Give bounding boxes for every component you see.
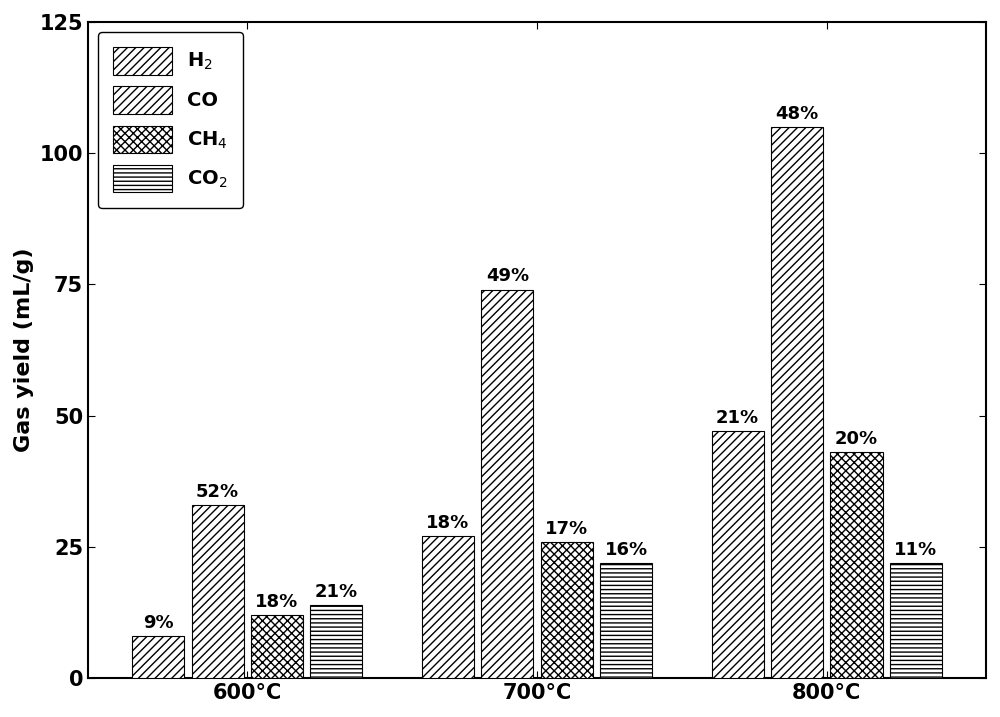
Bar — [422, 536, 474, 678]
Text: 18%: 18% — [255, 593, 299, 611]
Text: 11%: 11% — [894, 541, 937, 559]
Text: 16%: 16% — [605, 541, 648, 559]
Text: 52%: 52% — [196, 483, 239, 500]
Text: 21%: 21% — [315, 582, 358, 601]
Bar — [771, 127, 823, 678]
Bar — [600, 563, 652, 678]
Bar — [192, 505, 244, 678]
Y-axis label: Gas yield (mL/g): Gas yield (mL/g) — [14, 248, 34, 452]
Text: 17%: 17% — [545, 520, 588, 538]
Text: 21%: 21% — [716, 409, 759, 427]
Text: 20%: 20% — [835, 430, 878, 448]
Text: 9%: 9% — [143, 614, 174, 632]
Bar — [541, 542, 593, 678]
Legend: H$_2$, CO, CH$_4$, CO$_2$: H$_2$, CO, CH$_4$, CO$_2$ — [98, 32, 243, 208]
Bar — [132, 636, 184, 678]
Bar — [310, 604, 362, 678]
Text: 18%: 18% — [426, 514, 470, 532]
Bar — [890, 563, 942, 678]
Text: 49%: 49% — [486, 267, 529, 285]
Bar — [712, 432, 764, 678]
Bar — [830, 452, 883, 678]
Bar — [481, 290, 533, 678]
Bar — [251, 615, 303, 678]
Text: 48%: 48% — [775, 105, 819, 123]
